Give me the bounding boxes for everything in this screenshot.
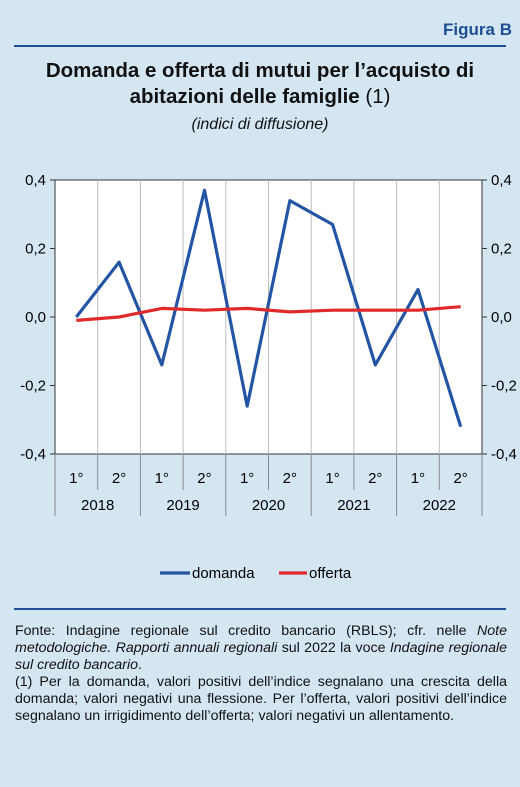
legend-label-offerta: offerta	[309, 565, 352, 582]
y-tick-label-left: 0,0	[25, 309, 46, 326]
y-tick-label-right: 0,2	[491, 241, 512, 258]
source-text-5: .	[138, 657, 142, 673]
top-rule	[14, 45, 506, 47]
x-tick-label: 1°	[325, 470, 339, 487]
x-tick-label: 1°	[155, 470, 169, 487]
source-text-4: Indagine regionale sul credito bancario	[15, 640, 508, 673]
x-tick-label: 2°	[197, 470, 211, 487]
source-text-2: Note metodologiche. Rapporti annuali reg…	[15, 623, 507, 656]
chart-title: Domanda e offerta di mutui per l’acquist…	[0, 58, 520, 110]
source-note: Fonte: Indagine regionale sul credito ba…	[15, 623, 507, 674]
offerta-line	[76, 305, 461, 322]
x-tick-label: 2°	[112, 470, 126, 487]
year-label: 2022	[423, 497, 456, 514]
y-tick-label-left: -0,2	[20, 378, 46, 395]
source-text-3: sul 2022 la voce	[277, 640, 390, 656]
x-tick-label: 2°	[368, 470, 382, 487]
y-tick-label-right: -0,4	[491, 446, 517, 463]
figure-label: Figura B	[443, 20, 512, 39]
chart-title-main: Domanda e offerta di mutui per l’acquist…	[45, 59, 475, 108]
notes-block: Fonte: Indagine regionale sul credito ba…	[15, 623, 507, 725]
x-tick-label: 1°	[240, 470, 254, 487]
y-tick-label-left: -0,4	[20, 446, 46, 463]
chart-title-note: (1)	[365, 85, 391, 108]
year-label: 2018	[81, 497, 114, 514]
y-tick-label-right: -0,2	[491, 378, 517, 395]
y-tick-label-left: 0,2	[25, 241, 46, 258]
notes-rule	[14, 608, 506, 610]
source-text-1: Fonte: Indagine regionale sul credito ba…	[15, 623, 478, 639]
legend-label-domanda: domanda	[192, 565, 255, 582]
line-chart: -0,4 -0,4 -0,2 -0,2 0,0 0,0 0,2 0,2 0,4 0,4 1° 2° 1°…	[20, 172, 517, 582]
x-tick-label: 1°	[411, 470, 425, 487]
footnote: (1) Per la domanda, valori positivi dell…	[15, 674, 507, 724]
year-label: 2019	[166, 497, 199, 514]
y-tick-label-right: 0,4	[491, 172, 512, 189]
year-label: 2020	[252, 497, 285, 514]
x-tick-label: 2°	[453, 470, 467, 487]
chart-subtitle: (indici di diffusione)	[191, 116, 329, 133]
y-tick-label-right: 0,0	[491, 309, 512, 326]
x-tick-label: 1°	[69, 470, 83, 487]
y-tick-label-left: 0,4	[25, 172, 46, 189]
year-label: 2021	[337, 497, 370, 514]
x-tick-label: 2°	[283, 470, 297, 487]
